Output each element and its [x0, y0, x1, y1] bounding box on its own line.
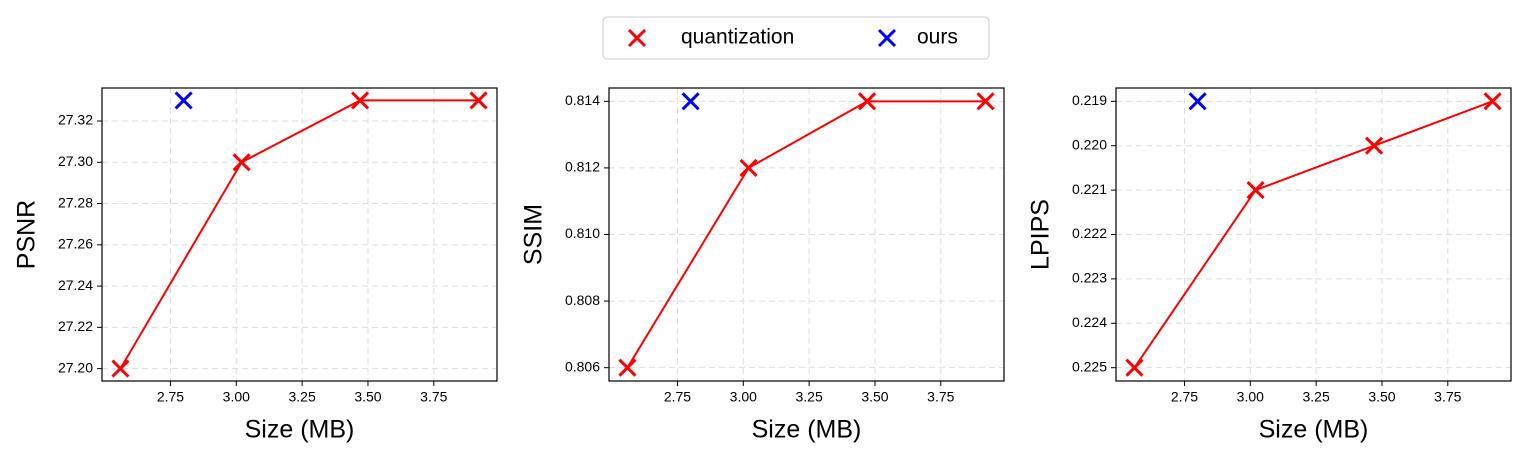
y-tick-label: 27.20: [58, 359, 93, 375]
y-tick-label: 0.810: [565, 225, 600, 241]
axes-frame: [101, 87, 498, 382]
y-tick-label: 0.812: [565, 159, 600, 175]
y-tick-label: 0.814: [565, 92, 600, 108]
point: [1188, 92, 1207, 111]
x-tick-label: 3.00: [730, 389, 757, 405]
y-tick-label: 27.32: [58, 112, 93, 128]
point: [976, 92, 995, 111]
point: [739, 158, 758, 177]
x-tick-label: 3.50: [1368, 389, 1395, 405]
x-tick-label: 2.75: [157, 389, 184, 405]
y-tick-label: 0.222: [1072, 225, 1107, 241]
marker-stroke: [739, 158, 758, 177]
x-tick-label: 3.50: [354, 389, 381, 405]
x-axis-label: Size (MB): [752, 416, 862, 444]
legend-item: ours: [877, 26, 958, 49]
y-tick-label: 0.220: [1072, 136, 1107, 152]
y-tick-label: 0.806: [565, 358, 600, 374]
axes-frame: [1115, 87, 1512, 382]
x-tick-label: 3.00: [223, 389, 250, 405]
marker-stroke: [1365, 136, 1384, 155]
x-axis-label: Size (MB): [245, 416, 355, 444]
point: [858, 92, 877, 111]
y-axis-label: PSNR: [13, 200, 41, 269]
legend-marker: [627, 28, 647, 48]
x-tick-label: 3.75: [1434, 389, 1461, 405]
point: [351, 91, 370, 110]
y-tick-label: 27.26: [58, 236, 93, 252]
marker-stroke: [174, 91, 193, 110]
x-tick-label: 3.25: [289, 389, 316, 405]
series-line: [119, 99, 479, 370]
y-tick-label: 27.22: [58, 318, 93, 334]
point: [111, 359, 130, 378]
y-tick-label: 0.221: [1072, 181, 1107, 197]
marker-stroke: [1188, 92, 1207, 111]
y-tick-label: 0.223: [1072, 270, 1107, 286]
legend-label: ours: [917, 26, 958, 49]
x-tick-label: 3.25: [1303, 389, 1330, 405]
marker-stroke: [1125, 358, 1144, 377]
point: [174, 91, 193, 110]
x-tick-label: 3.50: [861, 389, 888, 405]
y-tick-label: 27.28: [58, 194, 93, 210]
legend-box: [602, 16, 990, 60]
y-tick-label: 0.808: [565, 292, 600, 308]
x-tick-label: 3.25: [796, 389, 823, 405]
marker-stroke: [976, 92, 995, 111]
marker-stroke: [858, 92, 877, 111]
y-axis-label: LPIPS: [1027, 199, 1055, 270]
series-line: [1133, 100, 1493, 369]
x-tick-label: 2.75: [1171, 389, 1198, 405]
marker-stroke: [469, 91, 488, 110]
marker-stroke: [681, 92, 700, 111]
y-tick-label: 0.224: [1072, 314, 1107, 330]
x-tick-label: 3.75: [420, 389, 447, 405]
point: [232, 153, 251, 172]
point: [681, 92, 700, 111]
marker-stroke: [1483, 92, 1502, 111]
marker-stroke: [232, 153, 251, 172]
marker-stroke: [618, 358, 637, 377]
x-tick-label: 3.75: [927, 389, 954, 405]
y-tick-label: 27.24: [58, 277, 93, 293]
y-tick-label: 27.30: [58, 153, 93, 169]
x-tick-label: 2.75: [664, 389, 691, 405]
point: [1246, 181, 1265, 200]
marker-stroke: [111, 359, 130, 378]
x-axis-label: Size (MB): [1259, 416, 1369, 444]
point: [1483, 92, 1502, 111]
y-axis-label: SSIM: [520, 204, 548, 265]
y-tick-label: 0.219: [1072, 92, 1107, 108]
marker-stroke: [1246, 181, 1265, 200]
point: [618, 358, 637, 377]
legend-item: quantization: [627, 26, 794, 49]
legend-label: quantization: [681, 26, 794, 49]
point: [469, 91, 488, 110]
axes-frame: [608, 87, 1005, 382]
point: [1365, 136, 1384, 155]
point: [1125, 358, 1144, 377]
marker-stroke: [351, 91, 370, 110]
x-tick-label: 3.00: [1237, 389, 1264, 405]
series-line: [626, 100, 986, 369]
legend-marker: [877, 28, 897, 48]
y-tick-label: 0.225: [1072, 358, 1107, 374]
